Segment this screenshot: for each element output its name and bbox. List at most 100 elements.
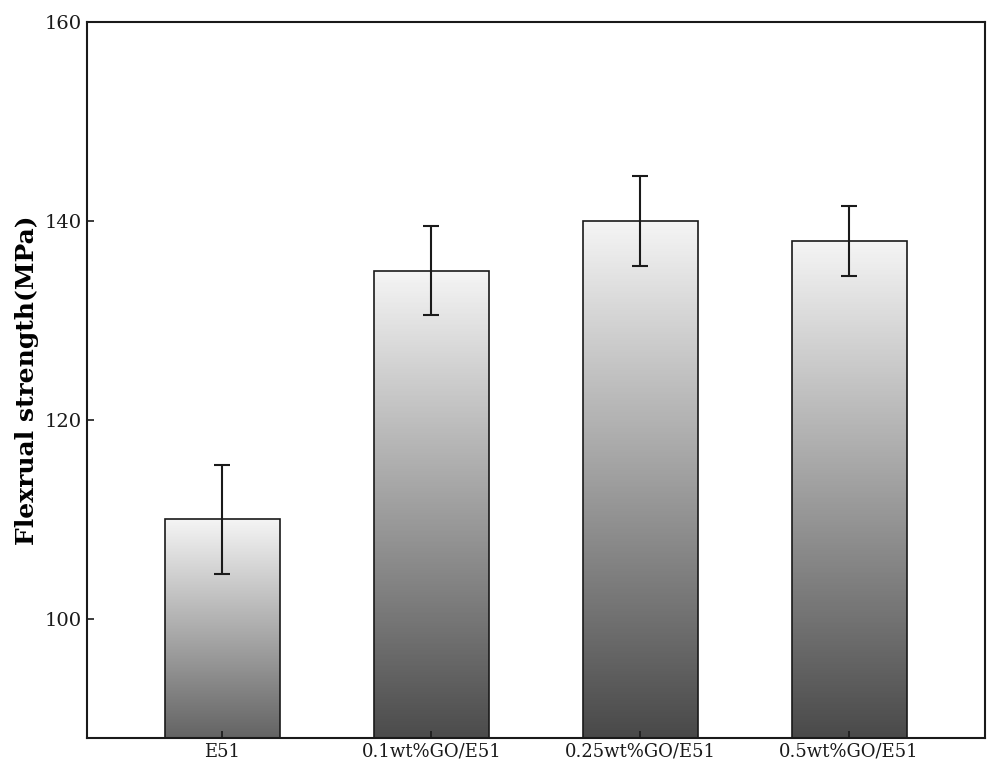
Bar: [583, 388, 698, 390]
Bar: [583, 515, 698, 518]
Bar: [583, 654, 698, 656]
Bar: [792, 320, 907, 321]
Bar: [374, 570, 489, 572]
Bar: [583, 559, 698, 561]
Bar: [583, 597, 698, 599]
Bar: [583, 585, 698, 587]
Bar: [165, 706, 280, 707]
Bar: [583, 435, 698, 438]
Bar: [583, 308, 698, 310]
Bar: [583, 539, 698, 541]
Bar: [374, 515, 489, 517]
Bar: [374, 573, 489, 575]
Bar: [165, 691, 280, 692]
Bar: [165, 538, 280, 539]
Bar: [374, 715, 489, 718]
Bar: [374, 774, 489, 776]
Bar: [583, 412, 698, 414]
Bar: [374, 383, 489, 386]
Bar: [583, 575, 698, 577]
Bar: [374, 309, 489, 310]
Bar: [374, 291, 489, 293]
Bar: [792, 573, 907, 576]
Bar: [792, 462, 907, 464]
Bar: [165, 652, 280, 653]
Bar: [583, 695, 698, 696]
Bar: [792, 506, 907, 508]
Bar: [583, 760, 698, 762]
Bar: [374, 482, 489, 484]
Bar: [583, 241, 698, 243]
Bar: [792, 531, 907, 533]
Bar: [374, 670, 489, 672]
Bar: [792, 729, 907, 731]
Bar: [374, 613, 489, 615]
Bar: [583, 740, 698, 742]
Bar: [792, 691, 907, 693]
Bar: [583, 424, 698, 426]
Bar: [374, 524, 489, 526]
Bar: [374, 479, 489, 480]
Bar: [583, 734, 698, 736]
Bar: [583, 331, 698, 332]
Bar: [374, 683, 489, 684]
Bar: [583, 525, 698, 527]
Bar: [165, 712, 280, 713]
Bar: [165, 554, 280, 555]
Bar: [792, 610, 907, 612]
Bar: [792, 645, 907, 646]
Bar: [583, 480, 698, 482]
Bar: [583, 299, 698, 300]
Bar: [792, 549, 907, 550]
Bar: [792, 343, 907, 345]
Bar: [583, 328, 698, 331]
Bar: [583, 660, 698, 663]
Bar: [374, 276, 489, 278]
Bar: [374, 701, 489, 703]
Bar: [165, 663, 280, 664]
Bar: [583, 396, 698, 398]
Bar: [165, 708, 280, 709]
Bar: [583, 511, 698, 514]
Bar: [583, 303, 698, 304]
Bar: [583, 664, 698, 667]
Bar: [374, 618, 489, 621]
Bar: [374, 737, 489, 740]
Bar: [583, 230, 698, 233]
Bar: [374, 460, 489, 462]
Bar: [165, 622, 280, 623]
Bar: [583, 257, 698, 258]
Bar: [583, 567, 698, 569]
Bar: [792, 364, 907, 365]
Bar: [374, 771, 489, 772]
Bar: [583, 579, 698, 581]
Bar: [374, 533, 489, 535]
Bar: [792, 681, 907, 683]
Bar: [374, 610, 489, 611]
Bar: [792, 743, 907, 745]
Bar: [583, 473, 698, 476]
Bar: [792, 541, 907, 542]
Bar: [165, 743, 280, 744]
Bar: [583, 426, 698, 428]
Bar: [583, 300, 698, 303]
Bar: [792, 454, 907, 456]
Bar: [165, 689, 280, 691]
Bar: [165, 735, 280, 736]
Bar: [374, 279, 489, 282]
Bar: [583, 667, 698, 668]
Bar: [583, 462, 698, 463]
Bar: [792, 546, 907, 549]
Bar: [165, 575, 280, 576]
Bar: [165, 585, 280, 586]
Bar: [792, 408, 907, 410]
Bar: [792, 510, 907, 512]
Bar: [165, 754, 280, 755]
Bar: [792, 424, 907, 425]
Bar: [374, 763, 489, 765]
Bar: [792, 539, 907, 541]
Bar: [165, 528, 280, 529]
Bar: [374, 553, 489, 555]
Bar: [165, 590, 280, 591]
Bar: [374, 313, 489, 314]
